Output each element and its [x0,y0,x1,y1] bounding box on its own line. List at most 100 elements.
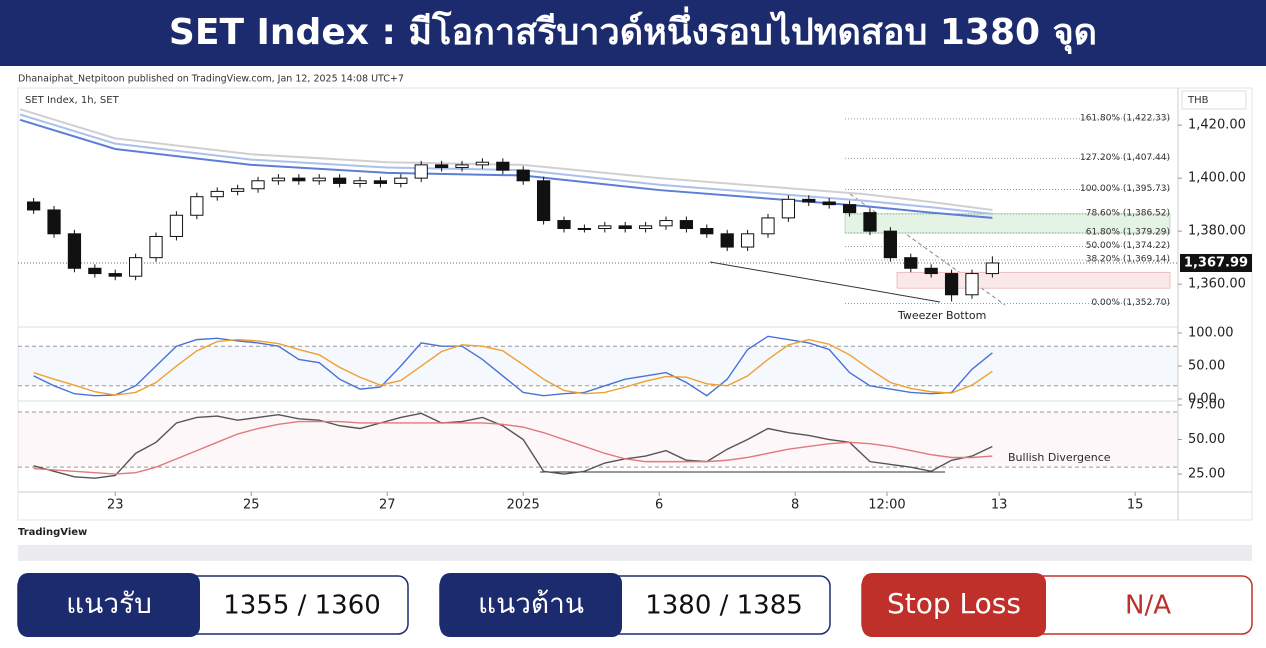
currency-box [1181,90,1247,110]
candle-body [863,212,877,232]
x-tick-label: 6 [655,498,663,513]
candle-body [292,177,306,182]
chart-frame [17,87,1253,521]
y-tick-label: 1,400.00 [1188,171,1246,186]
y-tick-label: 1,420.00 [1188,118,1246,133]
level-value: 1355 / 1360 [223,591,381,621]
candle-body [353,180,367,184]
level-box: Stop Loss N/A [861,573,1253,637]
band-fill [18,346,1178,386]
fib-label: 38.20% (1,369.14) [1086,254,1170,264]
currency: THB [1187,95,1209,106]
candle-body [659,220,673,227]
box-label-bg [440,573,622,637]
x-tick-label: 13 [991,498,1008,513]
annotation: Tweezer Bottom [897,309,986,322]
candle-body [700,228,714,235]
candle-body [149,235,163,259]
publisher: Dhanaiphat_Netpitoon published on Tradin… [18,74,404,85]
candle-body [190,196,204,216]
logo: TradingView [18,527,87,538]
level-box: แนวรับ 1355 / 1360 [17,573,409,637]
candle-body [434,164,449,169]
y-tick-label: 1,360.00 [1188,277,1246,292]
trendline [709,261,941,303]
band-fill [18,411,1178,468]
candle-body [720,233,734,248]
last-price-box [1180,253,1252,272]
separator-band [18,545,1252,561]
candle-body [740,233,755,248]
candle-body [129,257,143,277]
fib-label: 161.80% (1,422.33) [1080,113,1170,123]
level-label: แนวต้าน [478,587,584,620]
moving-average [19,108,993,211]
candle-body [271,177,286,182]
x-tick-label: 2025 [507,498,540,513]
candle-body [169,214,184,237]
indicator-line [33,420,993,475]
y-tick-label: 25.00 [1188,467,1225,482]
candle-body [598,225,612,230]
candle-body [638,225,653,230]
candle-body [210,190,224,198]
x-tick-label: 23 [107,498,124,513]
candle-body [475,161,490,166]
level-label: Stop Loss [887,587,1021,620]
symbol: SET Index, 1h, SET [25,95,120,106]
box-label-bg [862,573,1046,637]
candle-body [618,225,632,230]
candle-body [108,273,122,277]
candle-body [883,230,897,259]
x-tick-label: 27 [379,498,396,513]
candle-body [802,198,816,203]
candle-body [231,188,245,192]
fib-label: 0.00% (1,352.70) [1091,298,1170,308]
candle-body [47,209,61,235]
y-tick-label: 75.00 [1188,398,1225,413]
x-tick-label: 12:00 [868,498,905,513]
moving-average [19,118,993,219]
y-tick-label: 50.00 [1188,359,1225,374]
candle-body [394,177,408,184]
last-price-label: 1,367.99 [1184,255,1248,270]
candle-body [557,220,571,230]
candle-body [516,169,530,182]
moving-average [19,113,993,215]
header-title: SET Index : มีโอกาสรีบาวด์หนึ่งรอบไปทดสอ… [169,6,1097,55]
candle-body [577,228,592,231]
level-box: แนวต้าน 1380 / 1385 [439,573,831,637]
y-tick-label: 0.00 [1188,392,1217,407]
candle-body [27,201,41,211]
candle-body [67,233,82,269]
fib-label: 100.00% (1,395.73) [1080,184,1170,194]
candle-body [904,257,918,269]
y-tick-label: 1,380.00 [1188,224,1246,239]
y-tick-label: 50.00 [1188,432,1225,447]
candle-body [924,267,938,275]
candle-body [496,161,510,171]
candle-body [985,262,999,275]
candle-body [761,217,775,235]
candle-body [965,273,979,296]
fib-label: 61.80% (1,379.29) [1086,228,1170,238]
level-value: N/A [1125,591,1171,621]
zone [896,271,1171,289]
x-tick-label: 25 [243,498,260,513]
y-tick-label: 100.00 [1188,326,1234,341]
indicator-line [33,338,993,396]
fib-label: 50.00% (1,374.22) [1086,241,1170,251]
candle-body [781,198,796,219]
candle-body [822,201,836,206]
candle-body [88,267,102,275]
x-tick-label: 8 [791,498,799,513]
candle-body [312,177,326,182]
candle-body [332,177,347,184]
box-label-bg [18,573,200,637]
candle-body [842,204,857,214]
level-value: 1380 / 1385 [645,591,803,621]
annotation: Bullish Divergence [1008,451,1111,464]
fib-label: 127.20% (1,407.44) [1080,153,1170,163]
indicator-line [33,412,993,479]
